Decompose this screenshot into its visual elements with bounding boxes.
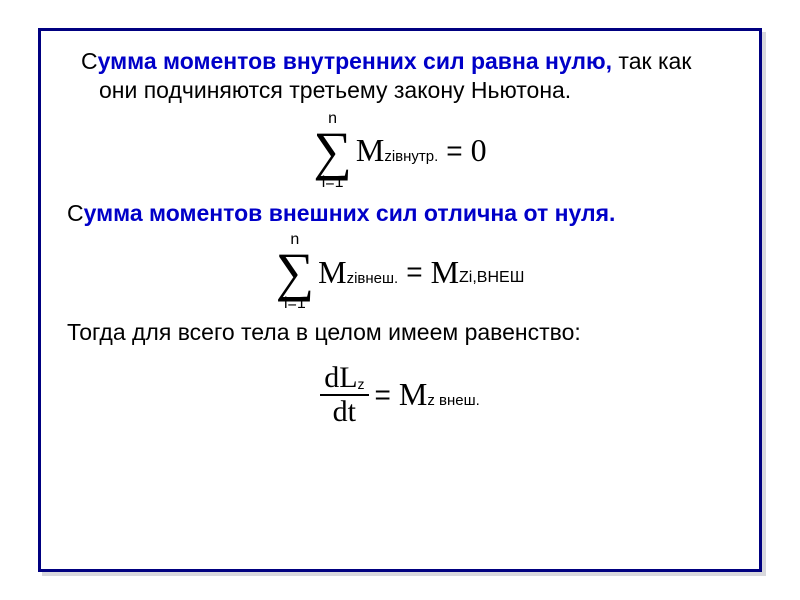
sigma-lower: i=1 [322, 175, 344, 191]
eq1-body: Mziвнутр. = 0 [356, 132, 487, 169]
content-frame: Сумма моментов внутренних сил равна нулю… [38, 28, 762, 572]
p1-highlight: умма моментов внутренних сил равна нулю, [98, 48, 612, 74]
eq2-M1-sub: ziвнеш. [347, 270, 399, 287]
paragraph-1: Сумма моментов внутренних сил равна нулю… [67, 47, 733, 105]
eq2-body: Mziвнеш. = MZi,ВНЕШ [318, 254, 524, 291]
eq2-M1: M [318, 254, 346, 291]
num-sub: z [358, 376, 365, 392]
paragraph-3: Тогда для всего тела в целом имеем равен… [67, 318, 733, 348]
sigma-symbol-2: n ∑ i=1 [276, 232, 315, 313]
p2-lead: С [67, 200, 84, 226]
eq2-equals: = [406, 256, 422, 288]
paragraph-2: Сумма моментов внешних сил отлична от ну… [67, 199, 733, 228]
fraction: dLz dt [320, 362, 368, 427]
eq3-M-sub: z внеш. [427, 392, 479, 409]
sigma2-lower: i=1 [284, 296, 306, 312]
sigma2-glyph: ∑ [276, 248, 315, 297]
eq3-body: = Mz внеш. [373, 376, 480, 413]
equation-2: n ∑ i=1 Mziвнеш. = MZi,ВНЕШ [67, 232, 733, 313]
frac-denominator: dt [329, 396, 360, 428]
eq2-M2: M [431, 254, 459, 291]
eq1-M: M [356, 132, 384, 169]
eq3-equals: = [375, 379, 391, 411]
eq2-M2-sub: Zi,ВНЕШ [459, 269, 524, 287]
equation-1: n ∑ i=1 Mziвнутр. = 0 [67, 111, 733, 192]
num-dL: dL [324, 361, 357, 394]
frac-numerator: dLz [320, 362, 368, 394]
sigma-glyph: ∑ [313, 127, 352, 176]
equation-3: dLz dt = Mz внеш. [67, 362, 733, 427]
p2-highlight: умма моментов внешних сил отлична от нул… [84, 200, 616, 226]
p1-lead: С [81, 48, 98, 74]
sigma-symbol: n ∑ i=1 [313, 111, 352, 192]
eq3-M: M [399, 376, 427, 413]
slide: Сумма моментов внутренних сил равна нулю… [0, 0, 800, 600]
eq1-M-sub: ziвнутр. [384, 148, 438, 165]
eq1-rhs: 0 [471, 132, 487, 169]
eq1-equals: = [446, 135, 462, 167]
